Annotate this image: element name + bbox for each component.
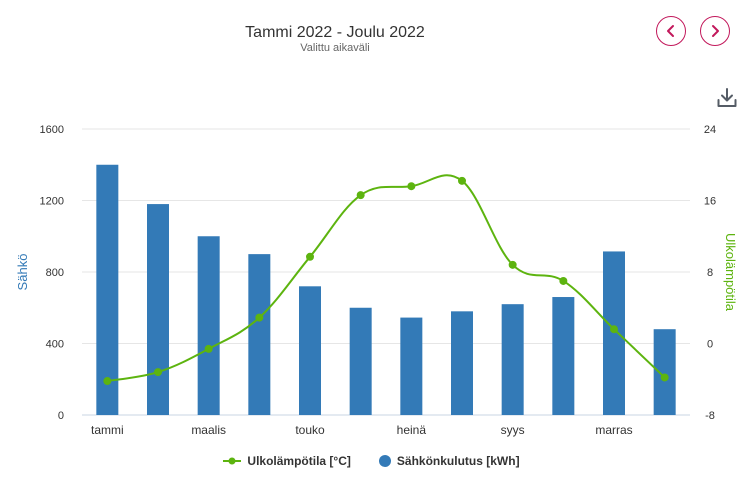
x-tick-label: syys bbox=[501, 423, 525, 437]
y-tick-label: 0 bbox=[58, 410, 64, 422]
bar bbox=[299, 286, 321, 415]
bar bbox=[603, 251, 625, 415]
bar bbox=[248, 254, 271, 415]
y-axis-title: Sähkö bbox=[15, 254, 30, 291]
bar bbox=[400, 317, 423, 415]
legend-line-marker bbox=[223, 457, 242, 465]
y2-tick-label: 8 bbox=[707, 267, 713, 279]
x-tick-label: heinä bbox=[397, 423, 427, 437]
legend-bar-marker bbox=[378, 455, 391, 467]
next-period-button[interactable] bbox=[700, 16, 730, 46]
chart-title: Tammi 2022 - Joulu 2022 bbox=[245, 24, 425, 41]
temperature-point bbox=[610, 325, 618, 334]
bar bbox=[349, 307, 372, 415]
bar bbox=[552, 297, 575, 415]
y-tick-label: 1200 bbox=[40, 196, 64, 208]
bar bbox=[147, 204, 169, 415]
legend-item-temperature[interactable]: Ulkolämpötila [°C] bbox=[223, 454, 351, 468]
temperature-point bbox=[660, 373, 669, 382]
temperature-point bbox=[204, 344, 213, 353]
previous-period-button[interactable] bbox=[656, 16, 686, 46]
temperature-point bbox=[306, 252, 314, 261]
temperature-point bbox=[559, 276, 568, 285]
x-tick-label: tammi bbox=[91, 423, 124, 437]
y-tick-label: 1600 bbox=[40, 124, 64, 136]
y2-tick-label: 16 bbox=[704, 196, 716, 208]
bar bbox=[197, 236, 220, 415]
temperature-point bbox=[458, 176, 466, 185]
y2-tick-label: -8 bbox=[705, 410, 715, 422]
bar bbox=[653, 329, 676, 415]
chevron-left-icon bbox=[667, 25, 674, 37]
temperature-point bbox=[508, 260, 517, 269]
legend-item-consumption[interactable]: Sähkönkulutus [kWh] bbox=[378, 454, 520, 468]
chart-subtitle: Valittu aikaväli bbox=[300, 42, 370, 54]
temperature-point bbox=[154, 368, 162, 377]
temperature-line bbox=[107, 174, 666, 383]
y-tick-label: 800 bbox=[46, 267, 64, 279]
x-tick-label: marras bbox=[595, 423, 632, 437]
temperature-point bbox=[103, 377, 112, 386]
download-button[interactable] bbox=[716, 87, 738, 109]
chevron-right-icon bbox=[712, 25, 719, 37]
chart-legend: Ulkolämpötila [°C] Sähkönkulutus [kWh] bbox=[0, 454, 743, 468]
temperature-point bbox=[356, 191, 365, 200]
x-tick-label: touko bbox=[295, 423, 325, 437]
temperature-point bbox=[407, 182, 416, 191]
bar bbox=[451, 311, 473, 415]
legend-label-consumption: Sähkönkulutus [kWh] bbox=[396, 454, 520, 468]
x-tick-label: maalis bbox=[191, 423, 226, 437]
y2-tick-label: 0 bbox=[707, 339, 713, 351]
download-icon bbox=[717, 88, 737, 107]
temperature-point bbox=[255, 313, 264, 322]
legend-label-temperature: Ulkolämpötila [°C] bbox=[247, 454, 351, 468]
y2-axis-title: Ulkolämpötila bbox=[723, 233, 738, 312]
y-tick-label: 400 bbox=[46, 339, 64, 351]
y2-tick-label: 24 bbox=[704, 124, 716, 136]
bar bbox=[96, 164, 119, 415]
bar bbox=[501, 304, 524, 415]
